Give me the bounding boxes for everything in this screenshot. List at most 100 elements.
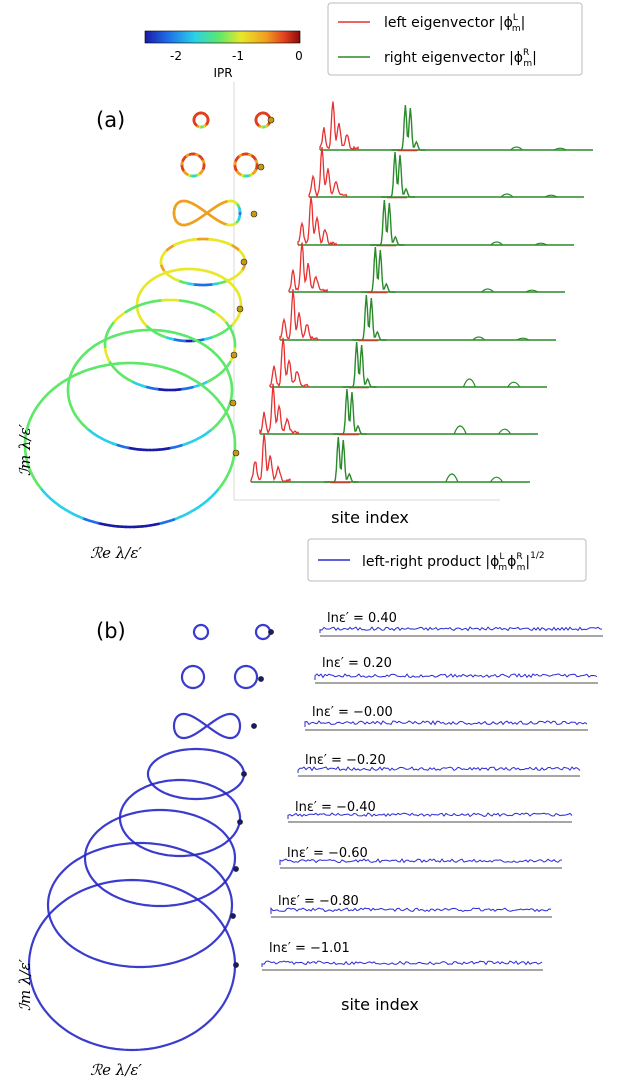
ln-eps-label: lnε′ = −0.60 <box>287 846 368 861</box>
left-eigenvector-trace <box>308 147 348 199</box>
spectrum-loop <box>118 778 242 858</box>
selected-eigenvalue-marker <box>268 629 274 635</box>
left-eigenvector-trace <box>319 101 359 152</box>
spectrum-loop <box>46 841 234 969</box>
spectrum-loop <box>146 747 246 801</box>
panel-b: left-right product |ϕL mϕR m|1/2 (b) lnε′ … <box>16 538 603 1079</box>
right-eigenvector-bump <box>472 336 486 341</box>
selected-eigenvalue-marker <box>236 305 244 313</box>
spectrum-loops-a <box>23 111 275 529</box>
product-trace <box>261 960 543 967</box>
ln-eps-label: lnε′ = 0.20 <box>322 656 392 671</box>
selected-eigenvalue-marker <box>240 258 248 266</box>
product-trace <box>314 673 598 680</box>
spectrum-loop-segment <box>204 210 209 215</box>
spectrum-xlabel-b: ℛe λ/ε′ <box>90 1061 142 1079</box>
legend-frame <box>307 538 587 582</box>
right-eigenvector-bump <box>534 242 548 246</box>
legend-frame <box>327 2 583 76</box>
right-eigenvector-trace <box>361 246 396 293</box>
selected-eigenvalue-marker <box>267 116 275 124</box>
right-eigenvector-trace <box>342 341 377 388</box>
spectrum-loop <box>254 623 272 641</box>
product-trace <box>297 766 581 773</box>
panel-b-label: (b) <box>96 619 126 643</box>
selected-eigenvalue-marker <box>230 351 238 359</box>
spectrum-xlabel-a: ℛe λ/ε′ <box>90 544 142 562</box>
legend-a: left eigenvector |ϕL m| right eigenvector… <box>327 2 583 76</box>
left-eigenvector-trace <box>288 242 329 293</box>
legend-label-right: right eigenvector |ϕR m| <box>384 48 537 69</box>
selected-eigenvalue-marker <box>251 723 257 729</box>
product-trace <box>270 906 552 914</box>
panel-a-label: (a) <box>96 108 125 132</box>
right-eigenvector-trace <box>352 294 387 341</box>
product-trace <box>319 626 603 633</box>
right-eigenvector-bump <box>553 147 567 151</box>
selected-eigenvalue-marker <box>230 913 236 919</box>
right-eigenvector-bump <box>500 193 514 198</box>
right-eigenvector-bump <box>453 425 467 435</box>
colorbar-label: IPR <box>213 66 232 80</box>
right-eigenvector-bump <box>516 337 530 341</box>
product-trace <box>279 858 563 865</box>
eigenvector-traces-a <box>250 101 593 484</box>
product-trace <box>304 720 588 727</box>
spectrum-loop <box>233 664 259 690</box>
selected-eigenvalue-marker <box>232 449 240 457</box>
selected-eigenvalue-marker <box>258 676 264 682</box>
product-trace <box>287 812 573 819</box>
left-eigenvector-trace <box>259 383 300 436</box>
selected-eigenvalue-marker <box>257 163 265 171</box>
spectrum-loops-b <box>27 623 274 1052</box>
right-eigenvector-bump <box>481 288 495 293</box>
ln-eps-label: lnε′ = −0.80 <box>278 894 359 909</box>
ln-eps-label: lnε′ = −1.01 <box>269 941 350 956</box>
product-traces-b: lnε′ = 0.40 lnε′ = 0.20 lnε′ = −0.00 lnε′ =… <box>261 611 603 971</box>
spectrum-loop <box>180 664 206 690</box>
colorbar <box>144 30 301 44</box>
right-eigenvector-trace <box>370 199 405 246</box>
right-eigenvector-bump <box>510 146 523 151</box>
ln-eps-label: lnε′ = 0.40 <box>327 611 397 626</box>
colorbar-tick: 0 <box>295 49 303 63</box>
right-eigenvector-trace <box>332 388 367 435</box>
spectrum-loop <box>27 878 237 1052</box>
right-eigenvector-bump <box>462 378 477 388</box>
legend-label-left: left eigenvector |ϕL m| <box>384 13 525 34</box>
right-eigenvector-bump <box>445 473 459 483</box>
selected-eigenvalue-marker <box>237 819 243 825</box>
panel-a: -2 -1 0 IPR left eigenvector |ϕL m| right… <box>16 2 593 562</box>
right-eigenvector-bump <box>490 476 504 483</box>
x-axis-label-a: site index <box>331 508 409 527</box>
colorbar-tick: -1 <box>232 49 244 63</box>
right-eigenvector-trace <box>324 436 359 483</box>
selected-eigenvalue-marker <box>241 771 247 777</box>
legend-label-product: left-right product |ϕL mϕR m|1/2 <box>362 551 545 573</box>
right-eigenvector-bump <box>490 241 504 246</box>
y-axis-label-a: ℐm λ/ε′ <box>16 423 34 476</box>
legend-b: left-right product |ϕL mϕR m|1/2 <box>307 538 587 582</box>
left-eigenvector-trace <box>297 196 338 246</box>
left-eigenvector-trace <box>250 433 291 483</box>
right-eigenvector-trace <box>381 151 415 198</box>
right-eigenvector-bump <box>525 289 539 293</box>
right-eigenvector-bump <box>498 428 512 435</box>
selected-eigenvalue-marker <box>233 962 239 968</box>
ln-eps-label: lnε′ = −0.20 <box>305 753 386 768</box>
selected-eigenvalue-marker <box>229 399 237 407</box>
selected-eigenvalue-marker <box>233 866 239 872</box>
spectrum-loop <box>192 623 210 641</box>
ln-eps-label: lnε′ = −0.00 <box>312 705 393 720</box>
ln-eps-label: lnε′ = −0.40 <box>295 800 376 815</box>
right-eigenvector-bump <box>507 381 521 388</box>
selected-eigenvalue-marker <box>250 210 258 218</box>
colorbar-tick: -2 <box>170 49 182 63</box>
spectrum-loop <box>172 712 242 740</box>
x-axis-label-b: site index <box>341 995 419 1014</box>
right-eigenvector-bump <box>544 194 558 198</box>
right-eigenvector-trace <box>391 104 426 151</box>
spectrum-loop <box>83 808 237 908</box>
left-eigenvector-trace <box>279 289 319 341</box>
